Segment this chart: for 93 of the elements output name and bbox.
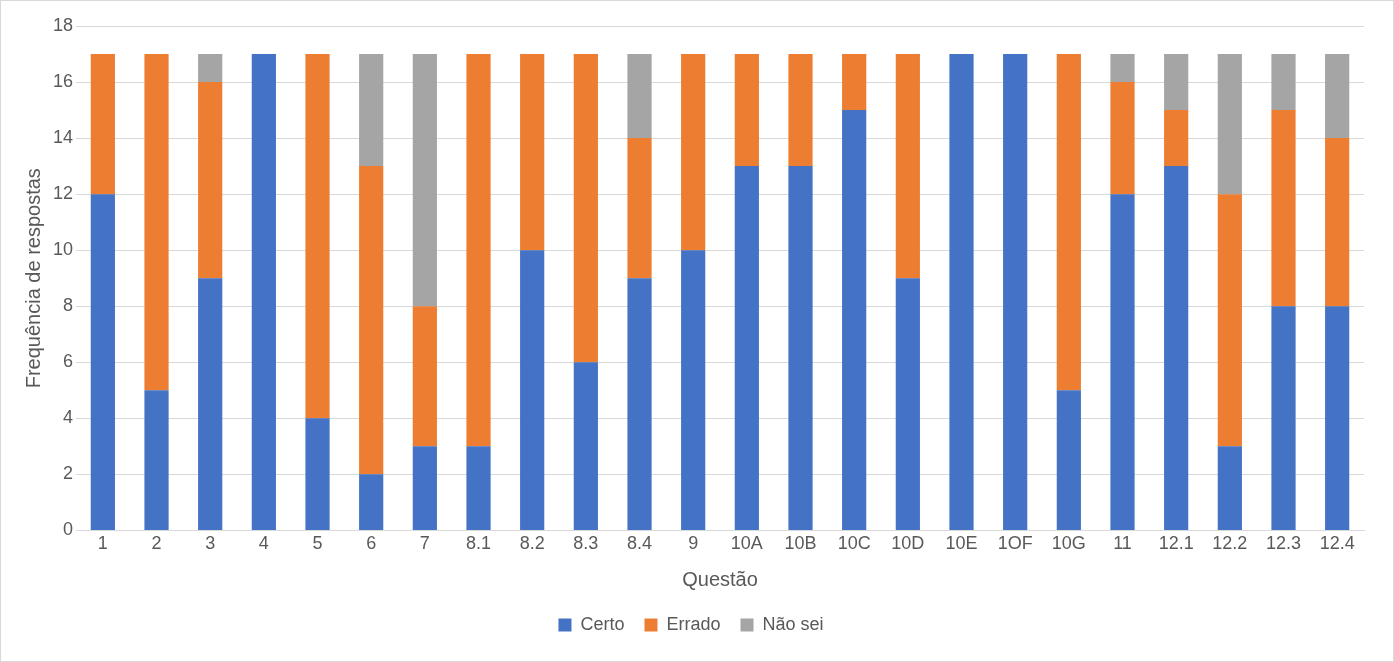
x-tick-label: 12.2 <box>1212 533 1248 554</box>
bar <box>466 446 491 530</box>
bar <box>1217 54 1242 195</box>
x-tick-label: 3 <box>205 533 216 554</box>
x-tick-label: 10C <box>837 533 871 554</box>
bar <box>359 54 384 167</box>
bar <box>788 166 813 530</box>
bar <box>1110 54 1135 83</box>
bar <box>627 138 652 279</box>
bar <box>412 54 437 307</box>
bar <box>198 82 223 279</box>
x-tick-label: 12.3 <box>1265 533 1302 554</box>
bar <box>520 250 545 530</box>
x-tick-label: 7 <box>419 533 430 554</box>
bar <box>1056 54 1081 391</box>
bar <box>788 54 813 167</box>
x-tick-label: 1OF <box>997 533 1033 554</box>
bar <box>1164 54 1189 111</box>
x-tick-label: 2 <box>151 533 162 554</box>
x-tick-label: 12.4 <box>1319 533 1355 554</box>
x-tick-label: 8.2 <box>519 533 545 554</box>
y-tick-label: 16 <box>52 71 74 92</box>
x-tick-label: 10A <box>730 533 763 554</box>
legend-label: Não sei <box>762 613 824 634</box>
bar <box>1325 138 1350 307</box>
y-tick-label: 4 <box>63 407 74 428</box>
x-tick-label: 4 <box>258 533 269 554</box>
bar <box>412 306 437 447</box>
bar <box>1217 446 1242 530</box>
bar <box>573 362 598 530</box>
x-axis-title: Questão <box>682 567 758 590</box>
x-tick-label: 10B <box>784 533 817 554</box>
y-tick-label: 18 <box>52 14 74 35</box>
x-tick-label: 5 <box>312 533 323 554</box>
bar <box>573 54 598 363</box>
bar <box>90 194 115 530</box>
y-tick-label: 12 <box>52 183 74 204</box>
bar <box>1056 390 1081 530</box>
x-tick-label: 8.1 <box>466 533 492 554</box>
bar <box>681 250 706 530</box>
x-tick-label: 6 <box>366 533 377 554</box>
bar <box>359 166 384 475</box>
y-tick-label: 8 <box>63 295 74 316</box>
bar <box>1110 194 1135 530</box>
bar <box>627 54 652 139</box>
x-tick-label: 12.1 <box>1158 533 1194 554</box>
bar <box>842 54 867 111</box>
bar <box>305 54 330 419</box>
x-tick-label: 10D <box>891 533 925 554</box>
x-tick-label: 8.3 <box>573 533 599 554</box>
x-tick-label: 10G <box>1051 533 1086 554</box>
bar <box>627 278 652 530</box>
legend-label: Certo <box>580 613 625 634</box>
x-tick-label: 8.4 <box>627 533 653 554</box>
legend-label: Errado <box>666 613 721 634</box>
bar <box>1325 54 1350 139</box>
bar <box>1271 110 1296 307</box>
bar <box>1325 306 1350 530</box>
bar <box>198 54 223 83</box>
x-tick-label: 1 <box>97 533 108 554</box>
bar <box>842 110 867 530</box>
y-tick-label: 2 <box>63 463 74 484</box>
y-tick-label: 10 <box>52 239 74 260</box>
bar <box>359 474 384 530</box>
bar <box>895 54 920 279</box>
bar <box>949 54 974 530</box>
bar <box>1217 194 1242 447</box>
bar <box>1110 82 1135 195</box>
bar <box>734 166 759 530</box>
bar <box>1164 166 1189 530</box>
y-tick-label: 14 <box>52 127 74 148</box>
bar <box>734 54 759 167</box>
y-tick-label: 6 <box>63 351 74 372</box>
bar <box>198 278 223 530</box>
x-tick-label: 10E <box>945 533 978 554</box>
y-tick-label: 0 <box>63 519 74 540</box>
bar <box>1003 54 1028 530</box>
x-tick-label: 11 <box>1113 533 1132 554</box>
bar <box>144 390 169 530</box>
bar <box>251 54 276 530</box>
bar <box>1271 54 1296 111</box>
bar <box>305 418 330 530</box>
bar <box>520 54 545 251</box>
bar <box>681 54 706 251</box>
bar <box>895 278 920 530</box>
bar <box>466 54 491 447</box>
bar <box>90 54 115 195</box>
x-tick-label: 9 <box>688 533 699 554</box>
bar <box>1271 306 1296 530</box>
bar <box>144 54 169 391</box>
bar <box>1164 110 1189 167</box>
bar <box>412 446 437 530</box>
y-axis-title: Frequência de respostas <box>21 168 44 389</box>
